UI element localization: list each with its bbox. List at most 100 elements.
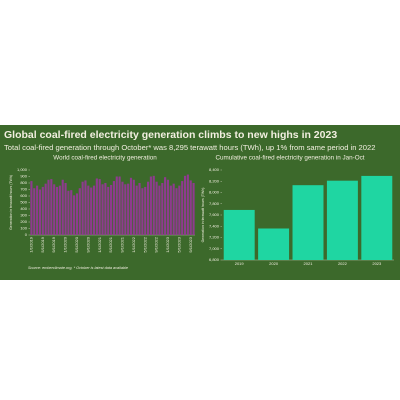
bar — [124, 184, 127, 235]
x-tick-label: 9/1/2023 — [188, 236, 193, 252]
y-tick-label: 200 — [20, 219, 27, 224]
bar — [50, 179, 53, 235]
y-tick-label: 500 — [20, 200, 27, 205]
bar — [223, 209, 255, 260]
bar — [189, 180, 192, 235]
x-tick-label: 2022 — [338, 261, 348, 266]
bar — [361, 175, 393, 260]
x-tick-label: 2023 — [372, 261, 382, 266]
bar — [53, 184, 56, 235]
bar — [87, 185, 90, 235]
y-tick-label: 8,200 — [209, 178, 220, 183]
x-tick-label: 1/1/2019 — [28, 236, 33, 252]
x-tick-label: 1/1/2023 — [165, 236, 170, 252]
bar — [115, 176, 118, 235]
bar — [292, 185, 324, 260]
bar — [90, 187, 93, 235]
y-tick-label: 0 — [25, 232, 28, 237]
bar — [192, 183, 195, 235]
x-tick-label: 5/1/2022 — [142, 236, 147, 252]
bar — [121, 181, 124, 235]
bar — [183, 175, 187, 235]
bar — [33, 188, 36, 235]
x-tick-label: 2021 — [304, 261, 314, 266]
bar — [138, 183, 141, 235]
bar — [67, 190, 70, 235]
bar — [61, 179, 64, 235]
bar — [30, 181, 33, 235]
x-tick-label: 5/1/2020 — [74, 236, 79, 252]
title: Global coal-fired electricity generation… — [4, 129, 337, 141]
y-tick-label: 7,600 — [209, 212, 220, 217]
bar — [84, 180, 87, 235]
bar — [164, 177, 167, 235]
bar — [166, 179, 170, 235]
y-axis-title: Generation in terawatt hours (TWh) — [201, 188, 205, 243]
x-tick-label: 9/1/2020 — [85, 236, 90, 252]
chart-title: World coal-fired electricity generation — [53, 155, 157, 162]
bar — [127, 183, 130, 235]
x-tick-label: 5/1/2023 — [176, 236, 181, 252]
y-tick-label: 7,400 — [209, 223, 220, 228]
bar — [149, 176, 152, 235]
bar — [158, 185, 161, 235]
y-tick-label: 1,000 — [17, 167, 28, 172]
bar — [172, 183, 175, 235]
bar — [144, 186, 147, 235]
bar — [98, 179, 101, 235]
y-tick-label: 800 — [20, 180, 27, 185]
bar — [73, 195, 76, 235]
bar — [95, 178, 98, 235]
y-tick-label: 100 — [20, 226, 27, 231]
bar — [47, 179, 50, 235]
bar — [41, 186, 44, 235]
chart-title: Cumulative coal-fired electricity genera… — [215, 155, 364, 162]
bar — [110, 184, 113, 235]
y-tick-label: 7,200 — [209, 235, 220, 240]
bar — [135, 185, 138, 235]
bar — [186, 174, 189, 235]
subtitle: Total coal-fired generation through Octo… — [4, 143, 375, 152]
x-tick-label: 2020 — [269, 261, 279, 266]
bar — [161, 183, 164, 235]
bar — [178, 185, 181, 235]
y-tick-label: 7,800 — [209, 201, 220, 206]
y-tick-label: 8,000 — [209, 190, 220, 195]
x-tick-label: 1/1/2021 — [97, 236, 102, 252]
bar — [175, 188, 178, 235]
y-tick-label: 600 — [20, 193, 27, 198]
x-tick-label: 5/1/2021 — [108, 236, 113, 252]
bar — [44, 183, 47, 235]
x-tick-label: 1/1/2022 — [131, 236, 136, 252]
bar — [70, 190, 73, 235]
bar — [92, 185, 96, 235]
y-tick-label: 900 — [20, 174, 27, 179]
bar — [64, 183, 67, 235]
x-tick-label: 2019 — [235, 261, 245, 266]
y-tick-label: 300 — [20, 213, 27, 218]
bar — [152, 175, 155, 235]
bar — [58, 185, 61, 235]
bar — [112, 181, 115, 235]
y-tick-label: 700 — [20, 187, 27, 192]
bar — [129, 177, 133, 235]
bar — [181, 181, 184, 235]
bar — [81, 181, 84, 235]
y-tick-label: 8,400 — [209, 167, 220, 172]
bar — [155, 181, 158, 235]
bar — [258, 228, 290, 260]
bar — [101, 184, 104, 235]
x-tick-label: 9/1/2021 — [120, 236, 125, 252]
bar — [75, 193, 79, 235]
bar — [132, 179, 135, 235]
source: Source: emberclimate.org, * October is l… — [28, 266, 128, 270]
bar — [326, 180, 358, 260]
x-tick-label: 1/1/2020 — [63, 236, 68, 252]
y-axis-title: Generation in terawatt hours (TWh) — [9, 175, 13, 230]
bar — [118, 176, 121, 235]
bar — [146, 181, 150, 235]
x-tick-label: 9/1/2022 — [154, 236, 159, 252]
bar — [141, 188, 144, 235]
bar — [107, 186, 110, 235]
